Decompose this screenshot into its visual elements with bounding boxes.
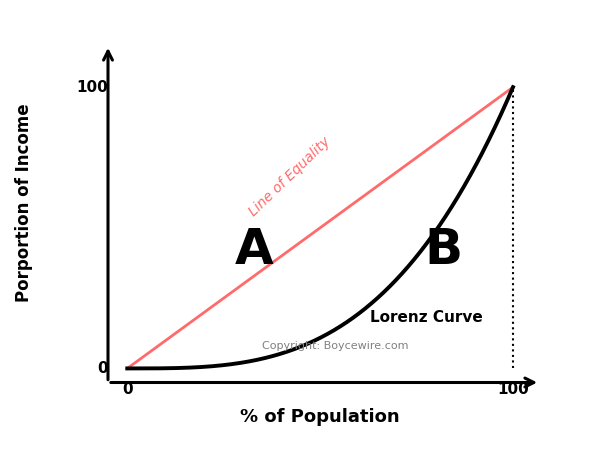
Text: 0: 0 [122,382,133,397]
Text: 0: 0 [97,361,108,376]
Text: B: B [425,226,463,274]
Text: A: A [235,226,274,274]
Text: Copyright: Boycewire.com: Copyright: Boycewire.com [262,341,409,351]
Text: Line of Equality: Line of Equality [246,135,333,220]
Text: % of Population: % of Population [241,408,400,426]
Text: Lorenz Curve: Lorenz Curve [370,310,483,325]
Text: 100: 100 [497,382,529,397]
Text: Porportion of Income: Porportion of Income [15,103,33,302]
Text: 100: 100 [76,80,108,94]
